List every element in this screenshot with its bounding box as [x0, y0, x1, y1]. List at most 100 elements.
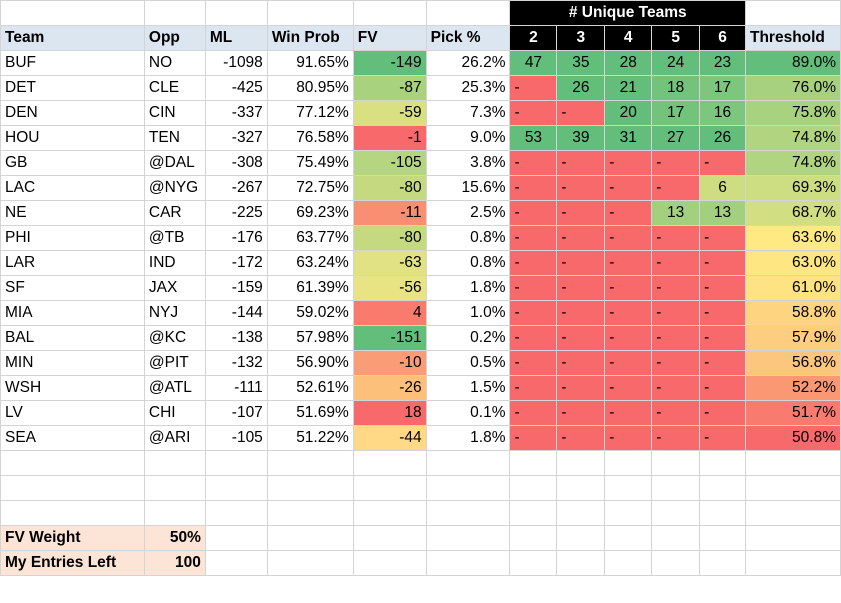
cell-win-prob[interactable]: 72.75% [266, 175, 354, 201]
cell-unique-3[interactable]: 39 [556, 125, 606, 151]
cell-opp[interactable]: IND [143, 250, 206, 276]
cell-opp[interactable]: CHI [143, 400, 206, 426]
cell-win-prob[interactable]: 56.90% [266, 350, 354, 376]
cell-blank[interactable] [699, 475, 746, 501]
cell-unique-5[interactable]: 17 [651, 100, 701, 126]
cell-blank[interactable] [425, 0, 511, 26]
fv-weight-row-label[interactable]: FV Weight [0, 525, 145, 551]
cell-win-prob[interactable]: 52.61% [266, 375, 354, 401]
cell-blank[interactable] [0, 0, 145, 26]
cell-blank[interactable] [266, 450, 354, 476]
cell-fv[interactable]: -105 [352, 150, 427, 176]
entries-left-row-label[interactable]: My Entries Left [0, 550, 145, 576]
cell-pick-pct[interactable]: 0.5% [425, 350, 511, 376]
cell-team[interactable]: WSH [0, 375, 145, 401]
cell-pick-pct[interactable]: 15.6% [425, 175, 511, 201]
cell-team[interactable]: PHI [0, 225, 145, 251]
cell-ml[interactable]: -1098 [204, 50, 268, 76]
cell-blank[interactable] [509, 550, 558, 576]
cell-blank[interactable] [143, 500, 206, 526]
cell-blank[interactable] [556, 525, 606, 551]
header-ml[interactable]: ML [204, 25, 268, 51]
cell-blank[interactable] [204, 500, 268, 526]
cell-pick-pct[interactable]: 9.0% [425, 125, 511, 151]
cell-unique-3[interactable]: - [556, 250, 606, 276]
cell-unique-2[interactable]: - [509, 100, 558, 126]
cell-ml[interactable]: -138 [204, 325, 268, 351]
cell-blank[interactable] [204, 450, 268, 476]
cell-win-prob[interactable]: 61.39% [266, 275, 354, 301]
header-win-prob[interactable]: Win Prob [266, 25, 354, 51]
cell-opp[interactable]: @ARI [143, 425, 206, 451]
cell-unique-5[interactable]: - [651, 250, 701, 276]
cell-fv[interactable]: 4 [352, 300, 427, 326]
cell-blank[interactable] [266, 0, 354, 26]
cell-unique-6[interactable]: - [699, 400, 746, 426]
cell-threshold[interactable]: 68.7% [744, 200, 841, 226]
cell-team[interactable]: HOU [0, 125, 145, 151]
cell-opp[interactable]: @KC [143, 325, 206, 351]
cell-ml[interactable]: -308 [204, 150, 268, 176]
cell-unique-6[interactable]: - [699, 350, 746, 376]
cell-fv[interactable]: 18 [352, 400, 427, 426]
cell-unique-6[interactable]: - [699, 225, 746, 251]
cell-team[interactable]: LAC [0, 175, 145, 201]
cell-blank[interactable] [204, 0, 268, 26]
entries-left-row-value[interactable]: 100 [143, 550, 206, 576]
cell-blank[interactable] [204, 475, 268, 501]
cell-win-prob[interactable]: 63.77% [266, 225, 354, 251]
cell-blank[interactable] [556, 500, 606, 526]
cell-fv[interactable]: -151 [352, 325, 427, 351]
cell-unique-5[interactable]: 24 [651, 50, 701, 76]
cell-opp[interactable]: NO [143, 50, 206, 76]
cell-blank[interactable] [604, 525, 653, 551]
cell-opp[interactable]: NYJ [143, 300, 206, 326]
cell-pick-pct[interactable]: 26.2% [425, 50, 511, 76]
cell-threshold[interactable]: 50.8% [744, 425, 841, 451]
cell-unique-3[interactable]: - [556, 325, 606, 351]
cell-unique-2[interactable]: 53 [509, 125, 558, 151]
cell-ml[interactable]: -327 [204, 125, 268, 151]
cell-unique-6[interactable]: - [699, 425, 746, 451]
cell-blank[interactable] [266, 525, 354, 551]
header-opp[interactable]: Opp [143, 25, 206, 51]
cell-unique-5[interactable]: - [651, 350, 701, 376]
cell-blank[interactable] [509, 525, 558, 551]
cell-unique-3[interactable]: - [556, 100, 606, 126]
cell-unique-4[interactable]: 21 [604, 75, 653, 101]
cell-blank[interactable] [509, 450, 558, 476]
cell-team[interactable]: LAR [0, 250, 145, 276]
cell-unique-5[interactable]: 18 [651, 75, 701, 101]
cell-opp[interactable]: CAR [143, 200, 206, 226]
cell-unique-5[interactable]: - [651, 325, 701, 351]
cell-pick-pct[interactable]: 3.8% [425, 150, 511, 176]
cell-opp[interactable]: @ATL [143, 375, 206, 401]
cell-blank[interactable] [266, 550, 354, 576]
cell-unique-4[interactable]: - [604, 425, 653, 451]
cell-unique-5[interactable]: - [651, 375, 701, 401]
header-unique-3[interactable]: 3 [556, 25, 606, 51]
cell-unique-6[interactable]: - [699, 275, 746, 301]
cell-unique-5[interactable]: - [651, 175, 701, 201]
header-unique-5[interactable]: 5 [651, 25, 701, 51]
header-unique-6[interactable]: 6 [699, 25, 746, 51]
cell-fv[interactable]: -10 [352, 350, 427, 376]
cell-blank[interactable] [425, 525, 511, 551]
cell-threshold[interactable]: 51.7% [744, 400, 841, 426]
cell-fv[interactable]: -80 [352, 175, 427, 201]
cell-unique-2[interactable]: - [509, 375, 558, 401]
cell-unique-4[interactable]: - [604, 175, 653, 201]
header-fv[interactable]: FV [352, 25, 427, 51]
cell-unique-6[interactable]: 13 [699, 200, 746, 226]
cell-ml[interactable]: -132 [204, 350, 268, 376]
cell-fv[interactable]: -149 [352, 50, 427, 76]
cell-unique-2[interactable]: - [509, 300, 558, 326]
cell-blank[interactable] [143, 450, 206, 476]
cell-unique-3[interactable]: - [556, 225, 606, 251]
cell-fv[interactable]: -63 [352, 250, 427, 276]
cell-threshold[interactable]: 63.0% [744, 250, 841, 276]
cell-threshold[interactable]: 74.8% [744, 150, 841, 176]
cell-ml[interactable]: -176 [204, 225, 268, 251]
cell-unique-6[interactable]: - [699, 375, 746, 401]
cell-pick-pct[interactable]: 0.2% [425, 325, 511, 351]
